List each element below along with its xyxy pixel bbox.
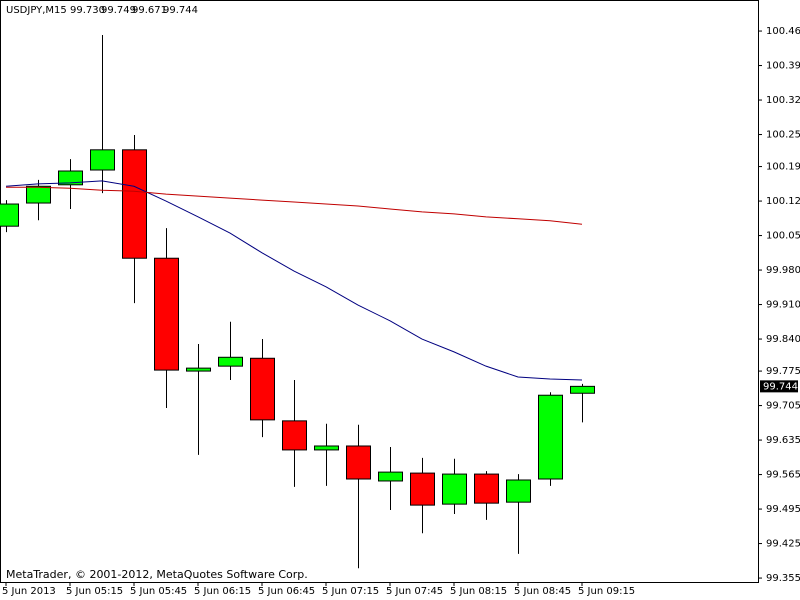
x-tick-label: 5 Jun 05:15 bbox=[66, 586, 123, 597]
plot-frame bbox=[0, 0, 759, 583]
y-tick-label: 99.910 bbox=[766, 300, 800, 311]
y-tick-label: 100.325 bbox=[766, 95, 800, 106]
candle-body bbox=[90, 149, 115, 171]
y-tick-label: 99.705 bbox=[766, 401, 800, 412]
candle-body bbox=[410, 472, 435, 506]
y-tick-label: 100.465 bbox=[766, 26, 800, 37]
y-tick-label: 99.495 bbox=[766, 504, 800, 515]
current-price-label: 99.744 bbox=[763, 381, 798, 392]
candle-body bbox=[26, 185, 51, 204]
candle-body bbox=[0, 203, 19, 227]
y-tick-label: 99.840 bbox=[766, 334, 800, 345]
candle-body bbox=[154, 257, 179, 371]
candle-body bbox=[378, 471, 403, 482]
candle-body bbox=[570, 385, 595, 394]
x-tick-label: 5 Jun 2013 bbox=[2, 586, 56, 597]
x-tick-label: 5 Jun 08:45 bbox=[514, 586, 571, 597]
candle-body bbox=[282, 420, 307, 451]
candle-body bbox=[506, 479, 531, 503]
x-tick-label: 5 Jun 06:45 bbox=[258, 586, 315, 597]
y-tick-label: 99.565 bbox=[766, 470, 800, 481]
candle-body bbox=[474, 473, 499, 504]
marks bbox=[0, 34, 595, 569]
candle-body bbox=[218, 356, 243, 367]
copyright: MetaTrader, © 2001-2012, MetaQuotes Soft… bbox=[6, 568, 308, 581]
candle-body bbox=[538, 394, 563, 480]
candle-body bbox=[314, 445, 339, 451]
candle-body bbox=[346, 445, 371, 480]
y-tick-label: 99.635 bbox=[766, 435, 800, 446]
ohlc-low: 99.671 bbox=[132, 5, 167, 16]
ohlc-open: 99.730 bbox=[70, 5, 105, 16]
moving-average bbox=[5, 180, 583, 381]
x-tick-label: 5 Jun 09:15 bbox=[578, 586, 635, 597]
x-tick-label: 5 Jun 07:45 bbox=[386, 586, 443, 597]
y-tick-label: 99.980 bbox=[766, 265, 800, 276]
y-tick-label: 99.425 bbox=[766, 539, 800, 550]
y-tick-label: 99.775 bbox=[766, 366, 800, 377]
symbol: USDJPY,M15 bbox=[6, 5, 67, 16]
x-tick-label: 5 Jun 06:15 bbox=[194, 586, 251, 597]
x-tick-label: 5 Jun 07:15 bbox=[322, 586, 379, 597]
y-tick-label: 100.120 bbox=[766, 196, 800, 207]
y-tick-label: 100.190 bbox=[766, 162, 800, 173]
ohlc-close: 99.744 bbox=[163, 5, 198, 16]
candle-body bbox=[186, 367, 211, 372]
candle-body bbox=[58, 170, 83, 186]
moving-average bbox=[6, 186, 583, 225]
x-tick-label: 5 Jun 05:45 bbox=[130, 586, 187, 597]
current-price-box bbox=[760, 380, 798, 393]
y-tick-label: 100.395 bbox=[766, 61, 800, 72]
candle-body bbox=[122, 149, 147, 259]
x-tick-label: 5 Jun 08:15 bbox=[450, 586, 507, 597]
y-tick-label: 100.255 bbox=[766, 130, 800, 141]
y-tick-label: 100.050 bbox=[766, 231, 800, 242]
candle-body bbox=[442, 473, 467, 505]
y-tick-label: 99.355 bbox=[766, 573, 800, 584]
ohlc-high: 99.749 bbox=[101, 5, 136, 16]
candle-body bbox=[250, 357, 275, 421]
